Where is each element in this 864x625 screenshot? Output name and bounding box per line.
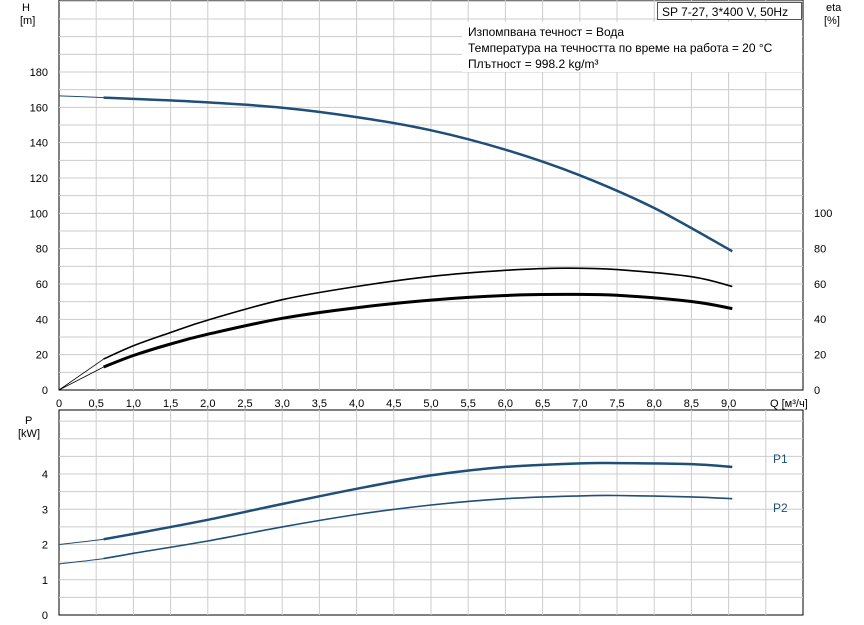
x-tick-label: 5,5 — [461, 398, 476, 410]
eta-pump-extrapolation — [58, 358, 104, 391]
chart-labels: H [m] eta [%] Q [м³/ч] P [kW] — [18, 2, 842, 440]
fluid-info-line: Изпомпвана течност = Вода — [468, 25, 625, 39]
bottom-chart-marks: P1 P2 — [58, 452, 788, 565]
bottom-chart-grid: 0 1 2 3 4 — [42, 409, 804, 622]
x-tick-label: 7,0 — [572, 398, 587, 410]
h-tick-label: 80 — [36, 244, 48, 256]
eta-pump-curve — [103, 267, 733, 360]
x-tick-label: 8,5 — [684, 398, 699, 410]
x-tick-label: 7,5 — [609, 398, 624, 410]
top-chart-marks — [58, 95, 733, 391]
eta-axis-unit-label: [%] — [824, 15, 840, 27]
x-tick-label: 9,0 — [721, 398, 736, 410]
eta-total-curve — [103, 292, 733, 369]
x-tick-label: 0,5 — [89, 398, 104, 410]
eta-axis-label: eta — [826, 2, 842, 14]
eta-total-extrapolation — [58, 366, 104, 391]
p-tick-label: 2 — [42, 540, 48, 552]
fluid-info-line: Плътност = 998.2 kg/m³ — [468, 57, 599, 71]
x-tick-label: 3,0 — [275, 398, 290, 410]
eta-tick-label: 100 — [814, 208, 832, 220]
eta-tick-label: 80 — [814, 243, 826, 255]
eta-tick-label: 60 — [814, 279, 826, 291]
eta-tick-label: 20 — [814, 350, 826, 362]
h-tick-label: 40 — [36, 314, 48, 326]
x-tick-label: 2,0 — [200, 398, 215, 410]
x-tick-label: 6,5 — [535, 398, 550, 410]
x-tick-label: 0 — [56, 398, 62, 410]
p-axis-label: P — [25, 415, 32, 427]
eta-tick-label: 0 — [814, 385, 820, 397]
p-tick-label: 0 — [42, 610, 48, 622]
p-tick-label: 3 — [42, 504, 48, 516]
h-curve — [103, 96, 733, 253]
h-tick-label: 100 — [30, 208, 48, 220]
p2-series-label: P2 — [773, 501, 788, 515]
h-axis-unit-label: [m] — [20, 15, 35, 27]
h-tick-label: 140 — [30, 138, 48, 150]
p1-curve — [103, 461, 733, 541]
h-tick-label: 20 — [36, 350, 48, 362]
h-tick-label: 120 — [30, 173, 48, 185]
x-tick-label: 3,5 — [312, 398, 327, 410]
x-tick-label: 1,5 — [163, 398, 178, 410]
p-axis-unit-label: [kW] — [18, 428, 40, 440]
x-tick-label: 4,0 — [349, 398, 364, 410]
p2-curve — [103, 494, 733, 560]
x-tick-label: 4,5 — [386, 398, 401, 410]
fluid-info-panel: Изпомпвана течност = Вода Температура на… — [462, 22, 802, 72]
p1-series-label: P1 — [773, 452, 788, 466]
x-axis-label: Q [м³/ч] — [770, 398, 808, 410]
h-tick-label: 60 — [36, 279, 48, 291]
h-tick-label: 180 — [30, 67, 48, 79]
model-label-box: SP 7-27, 3*400 V, 50Hz — [657, 2, 802, 20]
fluid-info-line: Температура на течността по време на раб… — [468, 41, 773, 55]
eta-tick-label: 40 — [814, 314, 826, 326]
x-tick-label: 1,0 — [126, 398, 141, 410]
x-tick-label: 8,0 — [647, 398, 662, 410]
p-tick-label: 1 — [42, 575, 48, 587]
h-tick-label: 0 — [42, 385, 48, 397]
x-tick-label: 6,0 — [498, 398, 513, 410]
h-tick-label: 160 — [30, 102, 48, 114]
x-tick-label: 5,0 — [423, 398, 438, 410]
h-axis-label: H — [22, 2, 30, 14]
x-tick-label: 2,5 — [237, 398, 252, 410]
p-tick-label: 4 — [42, 469, 48, 481]
